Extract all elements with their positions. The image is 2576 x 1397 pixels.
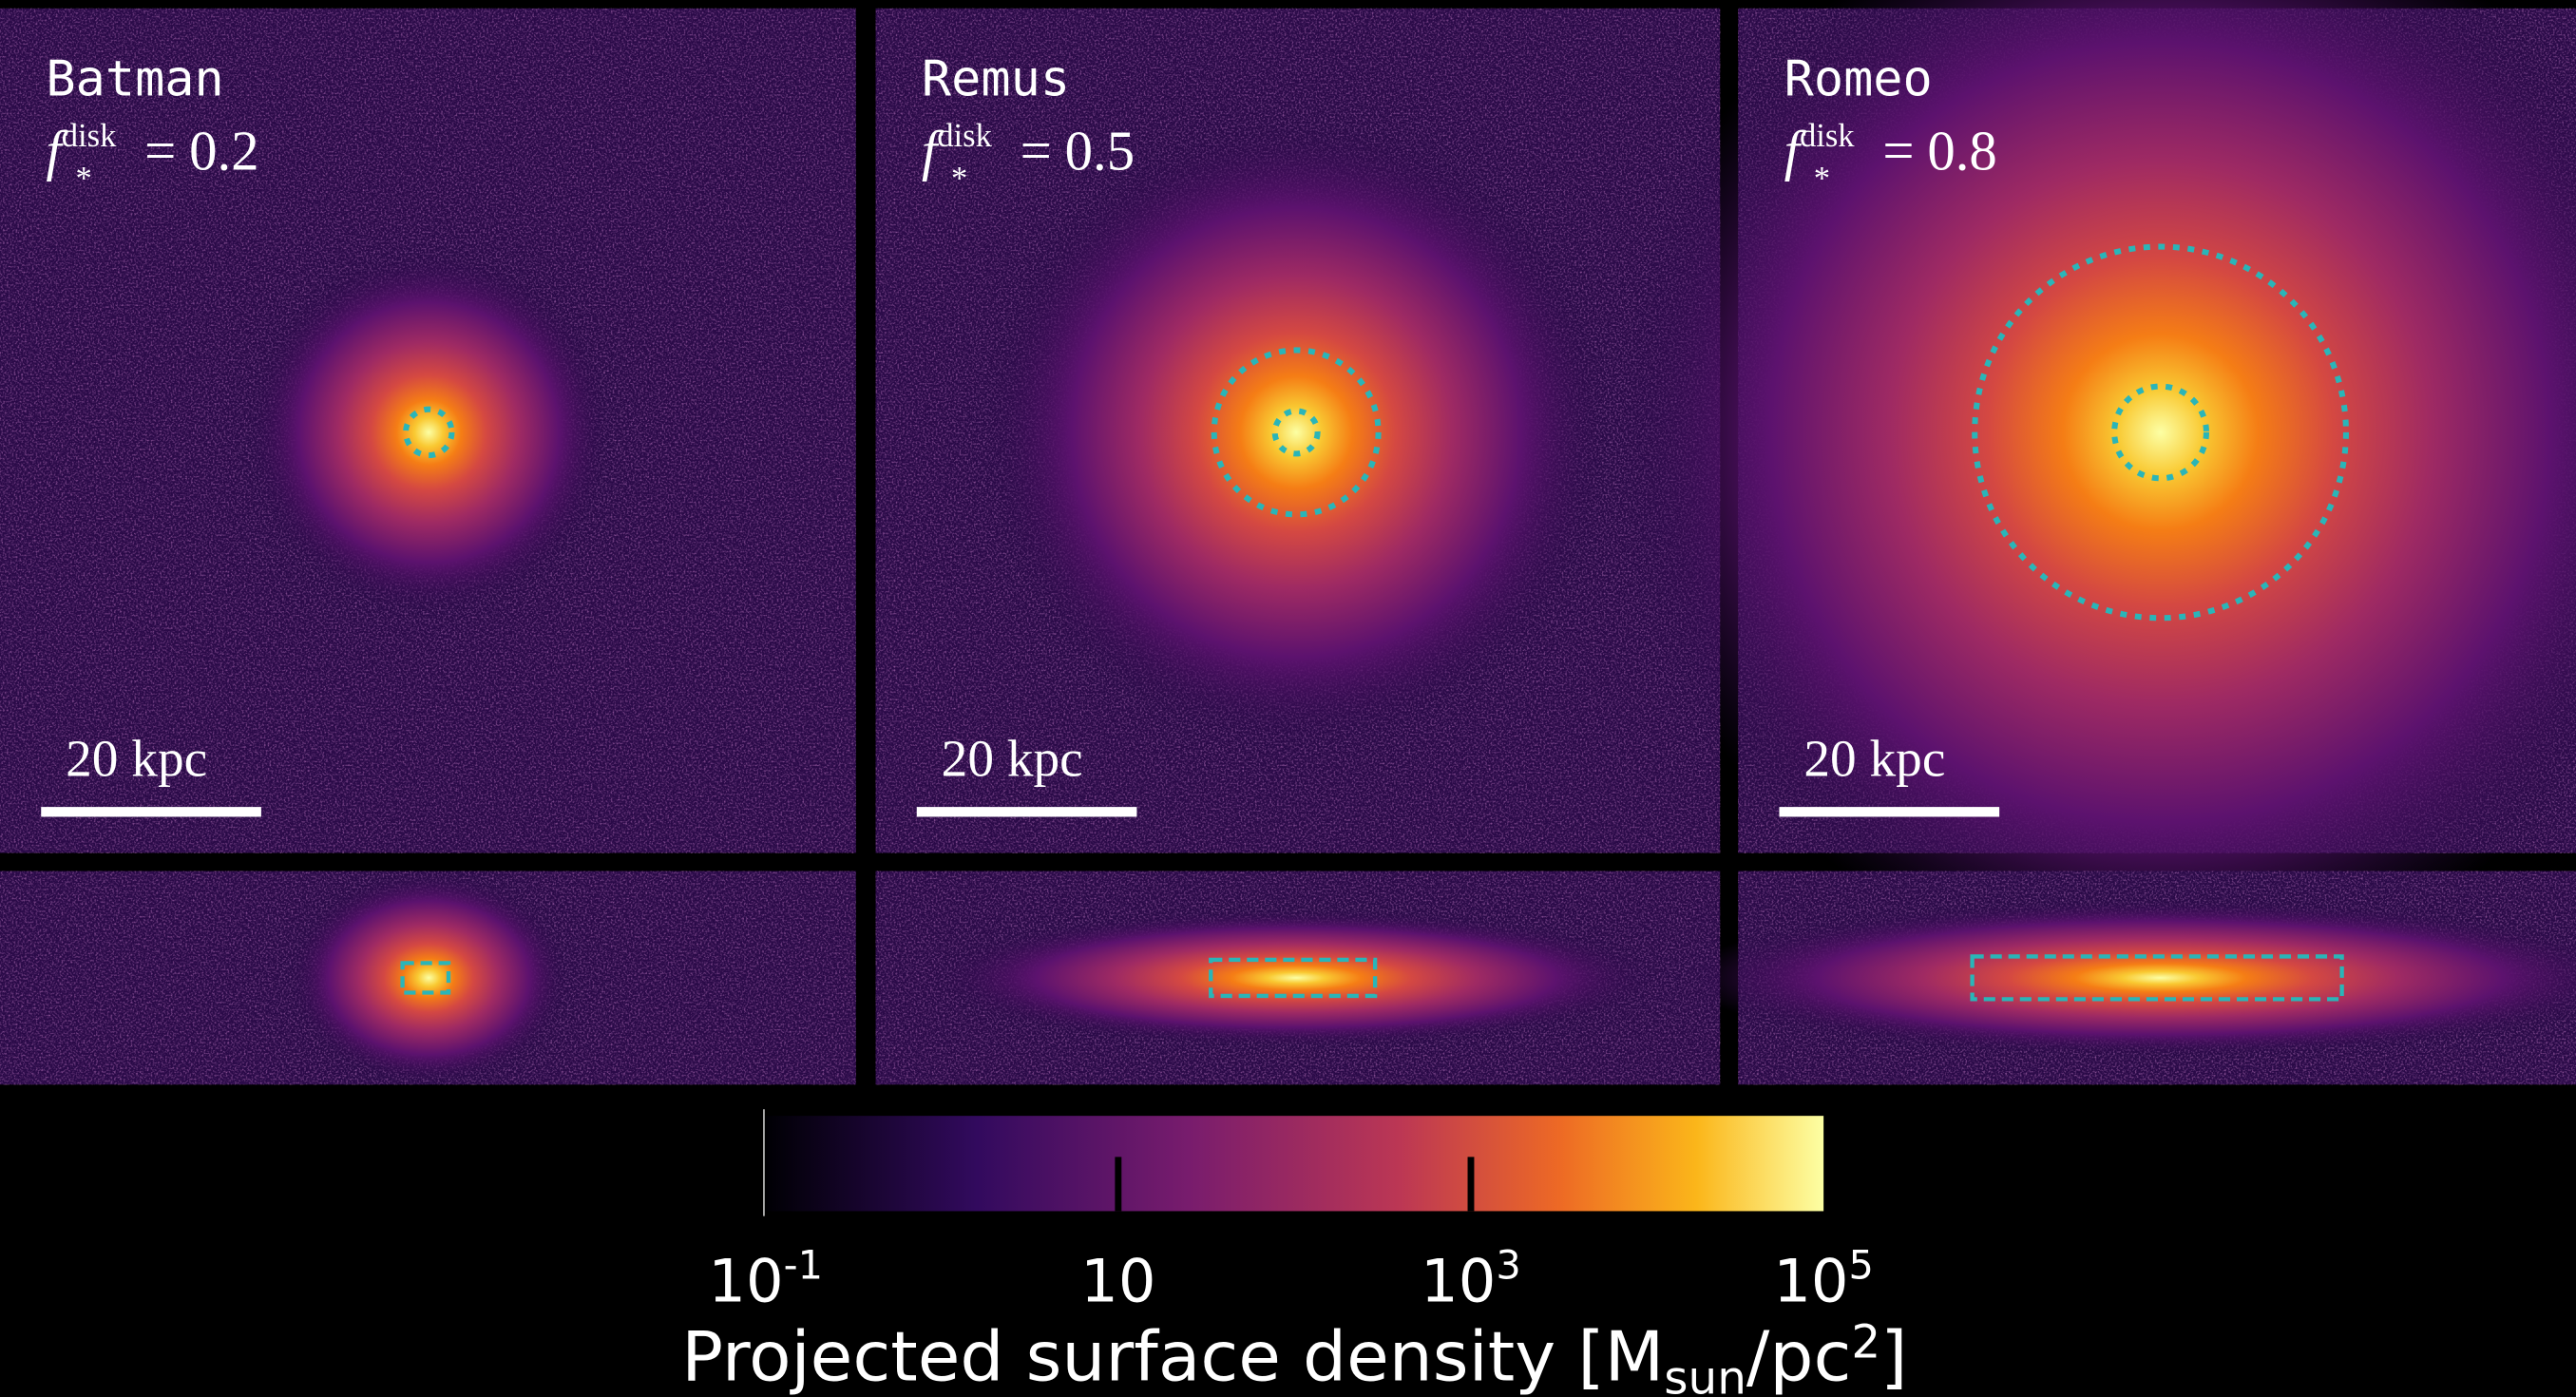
galaxy-name: Batman [46,50,223,107]
f-value: 0.5 [1065,120,1135,182]
label-part: /pc [1746,1318,1851,1397]
f-sup: disk [62,118,117,154]
f-sub: * [1814,161,1830,197]
galaxy-name: Romeo [1784,50,1933,107]
edge-on-glow [935,909,1658,1046]
face-on-glow [984,120,1609,744]
tick-exponent: 3 [1496,1241,1520,1288]
colorbar-tick-label: 103 [1421,1241,1521,1315]
tick-base: 10 [708,1247,783,1316]
scale-bar [917,807,1137,816]
f-equals: = [1021,120,1052,182]
label-sub: sun [1664,1351,1746,1397]
tick-base: 10 [1773,1247,1848,1316]
edge-on-glow [289,871,568,1085]
colorbar-tick-label: 10 [1080,1247,1155,1316]
colorbar: Projected surface density [Msun/pc2] 10-… [681,1109,1907,1397]
colorbar-label: Projected surface density [Msun/pc2] [681,1315,1907,1397]
scale-bar-label: 20 kpc [1803,729,1945,787]
f-value: 0.8 [1927,120,1996,182]
figure: Batmanfdisk*=0.220 kpcRemusfdisk*=0.520 … [0,0,2576,1397]
f-sub: * [76,161,92,197]
label-part: ] [1880,1318,1907,1397]
f-sup: disk [1800,118,1855,154]
colorbar-tick-label: 105 [1773,1241,1874,1315]
label-part: Projected surface density [M [681,1318,1664,1397]
scale-bar [41,807,261,816]
face-on-glow [248,252,609,613]
colorbar-gradient [766,1116,1823,1211]
tick-exponent: 5 [1849,1241,1874,1288]
f-sub: * [951,161,967,197]
galaxy-name: Remus [922,50,1070,107]
scale-bar [1779,807,1999,816]
f-value: 0.2 [189,120,258,182]
colorbar-tick-label: 10-1 [708,1241,823,1315]
scale-bar-label: 20 kpc [942,729,1083,787]
scale-bar-label: 20 kpc [66,729,207,787]
tick-base: 10 [1421,1247,1496,1316]
f-sup: disk [937,118,992,154]
label-sup: 2 [1851,1315,1880,1368]
f-equals: = [1882,120,1914,182]
tick-exponent: -1 [784,1241,823,1288]
f-equals: = [144,120,176,182]
